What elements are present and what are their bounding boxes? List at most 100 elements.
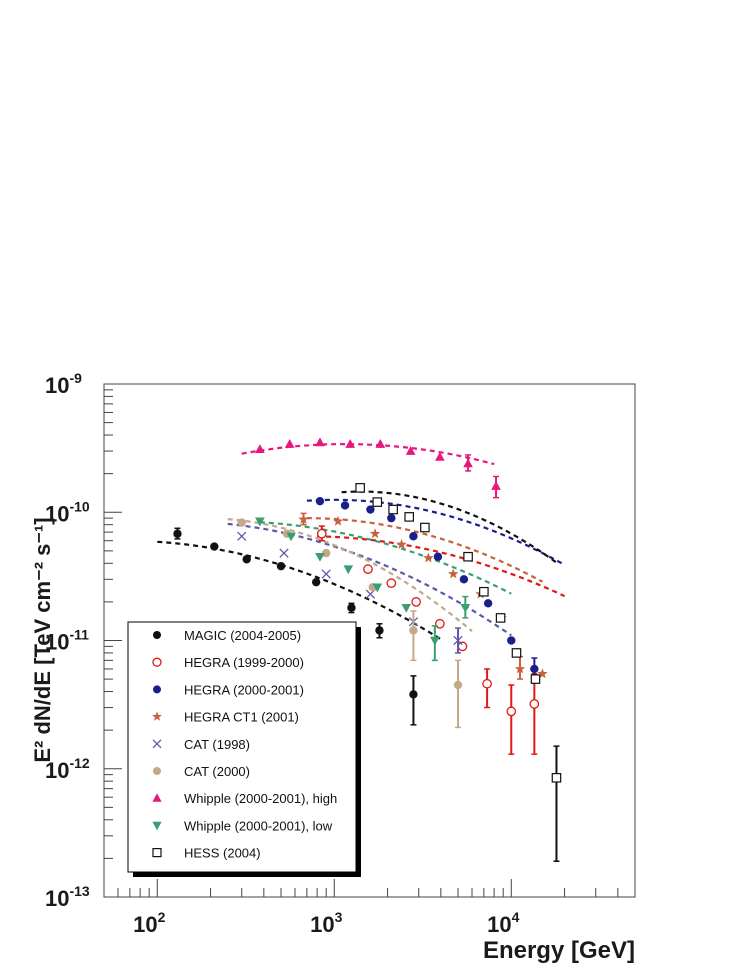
- legend-label: MAGIC (2004-2005): [184, 628, 301, 643]
- legend-label: Whipple (2000-2001), low: [184, 818, 333, 833]
- marker: [372, 497, 383, 507]
- y-tick-label-base: 10: [45, 886, 69, 911]
- legend-items: MAGIC (2004-2005) HEGRA (1999-2000) HEGRA …: [152, 628, 337, 861]
- x-tick-label-base: 10: [487, 912, 511, 937]
- marker: [255, 444, 265, 454]
- marker: [404, 512, 414, 522]
- y-axis-title: E² dN/dE [TeV cm⁻² s⁻¹]: [30, 517, 55, 762]
- legend-label: HESS (2004): [184, 846, 261, 861]
- y-tick-label: 10-11: [45, 627, 89, 655]
- y-tick-label-exponent: -11: [69, 627, 89, 643]
- marker: [530, 664, 539, 674]
- marker: [530, 674, 541, 684]
- y-tick-label: 10-12: [45, 755, 90, 783]
- marker: [242, 555, 251, 564]
- marker: [375, 439, 386, 448]
- marker: [405, 446, 416, 455]
- series-group: [355, 483, 562, 862]
- marker: [388, 504, 398, 515]
- marker: [363, 564, 373, 575]
- marker: [435, 451, 445, 461]
- fit-curve: [157, 540, 442, 641]
- x-tick-label: 104: [487, 909, 519, 937]
- legend-label: HEGRA (1999-2000): [184, 655, 304, 670]
- data-points: [173, 437, 562, 862]
- marker: [529, 699, 540, 709]
- marker: [459, 575, 469, 584]
- y-tick-label-base: 10: [45, 758, 69, 783]
- fit-curve: [306, 498, 566, 566]
- y-tick-label-exponent: -12: [69, 755, 89, 771]
- marker: [420, 522, 430, 533]
- marker: [153, 767, 161, 775]
- marker: [430, 636, 440, 646]
- marker: [316, 528, 327, 539]
- marker: [435, 618, 445, 629]
- marker: [347, 603, 356, 612]
- marker: [315, 552, 325, 562]
- marker: [491, 481, 501, 490]
- marker: [463, 551, 473, 562]
- axis-ticks: [103, 383, 636, 898]
- marker: [457, 641, 468, 652]
- y-tick-label-base: 10: [45, 373, 69, 398]
- marker: [315, 437, 325, 447]
- marker: [153, 685, 161, 694]
- marker: [276, 561, 286, 571]
- marker: [463, 458, 473, 468]
- legend-box: [127, 621, 357, 873]
- marker: [321, 569, 331, 579]
- marker: [152, 793, 162, 802]
- fit-curve: [227, 522, 512, 637]
- y-tick-label: 10-13: [45, 883, 90, 911]
- y-tick-label-exponent: -10: [69, 498, 89, 514]
- marker: [355, 483, 365, 493]
- x-tick-label-exponent: 3: [335, 909, 343, 925]
- fit-curves: [157, 443, 566, 641]
- marker: [153, 631, 161, 639]
- series-group: [255, 437, 501, 499]
- marker: [152, 739, 162, 749]
- marker: [340, 501, 350, 510]
- marker: [152, 657, 162, 667]
- fit-curve: [259, 521, 512, 595]
- legend-label: CAT (2000): [184, 764, 250, 779]
- marker: [173, 529, 182, 538]
- x-tick-label-base: 10: [133, 912, 157, 937]
- series-group: [315, 496, 539, 683]
- marker: [495, 613, 506, 623]
- marker: [551, 773, 562, 783]
- marker: [152, 821, 162, 831]
- marker: [423, 552, 434, 563]
- series-group: [173, 527, 418, 726]
- marker: [311, 577, 321, 587]
- x-axis-title: Energy [GeV]: [483, 937, 635, 964]
- fit-curve: [317, 535, 566, 598]
- marker: [409, 626, 418, 635]
- legend-label: HEGRA (2000-2001): [184, 682, 304, 697]
- marker: [433, 552, 443, 561]
- fit-curve: [341, 490, 558, 564]
- marker: [453, 680, 463, 690]
- x-tick-label: 102: [133, 909, 165, 937]
- marker: [506, 706, 517, 717]
- legend-label: CAT (1998): [184, 737, 250, 752]
- y-tick-label-base: 10: [45, 630, 69, 655]
- marker: [511, 648, 522, 658]
- marker: [152, 847, 162, 858]
- marker: [386, 578, 397, 589]
- marker: [210, 542, 219, 551]
- marker: [237, 518, 246, 527]
- marker: [483, 599, 493, 608]
- marker: [369, 528, 381, 539]
- marker: [409, 532, 418, 541]
- fit-curve: [306, 516, 544, 583]
- marker: [332, 515, 344, 526]
- marker: [401, 603, 412, 613]
- marker: [366, 505, 375, 514]
- legend-label: Whipple (2000-2001), high: [184, 791, 337, 806]
- marker: [375, 626, 384, 635]
- marker: [372, 583, 383, 593]
- marker: [507, 636, 516, 645]
